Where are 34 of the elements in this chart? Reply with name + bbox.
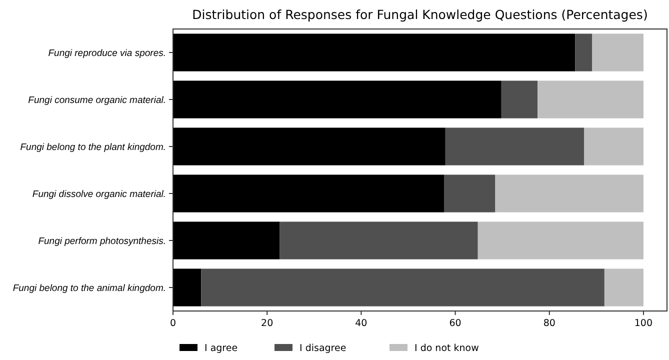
x-tick-label: 40 (355, 318, 368, 329)
y-tick-label: Fungi consume organic material. (28, 95, 166, 106)
bar (201, 268, 604, 306)
bar (173, 128, 446, 166)
bar (575, 34, 592, 72)
y-tick-label: Fungi perform photosynthesis. (38, 236, 166, 247)
y-tick-label: Fungi reproduce via spores. (48, 48, 166, 59)
bar (445, 128, 584, 166)
bar (444, 174, 496, 212)
bar (584, 128, 644, 166)
bar (495, 174, 644, 212)
bar (173, 174, 444, 212)
x-tick-label: 80 (543, 318, 556, 329)
legend-label: I agree (204, 343, 238, 354)
bar (604, 268, 644, 306)
x-tick-label: 100 (634, 318, 653, 329)
y-tick-label: Fungi belong to the animal kingdom. (12, 283, 166, 294)
chart-title: Distribution of Responses for Fungal Knowledge Questions (Percentages) (192, 7, 648, 22)
x-tick-label: 0 (170, 318, 176, 329)
legend-label: I do not know (414, 343, 480, 354)
bar (173, 222, 280, 260)
x-tick-label: 20 (261, 318, 274, 329)
bar (173, 80, 502, 118)
x-tick-label: 60 (449, 318, 462, 329)
bar (501, 80, 538, 118)
y-tick-label: Fungi dissolve organic material. (32, 189, 166, 200)
y-tick-label: Fungi belong to the plant kingdom. (20, 142, 166, 153)
bar (173, 34, 576, 72)
bar (478, 222, 644, 260)
bar (538, 80, 644, 118)
bar (173, 268, 202, 306)
bar (592, 34, 644, 72)
legend-label: I disagree (300, 343, 346, 354)
bar (280, 222, 478, 260)
